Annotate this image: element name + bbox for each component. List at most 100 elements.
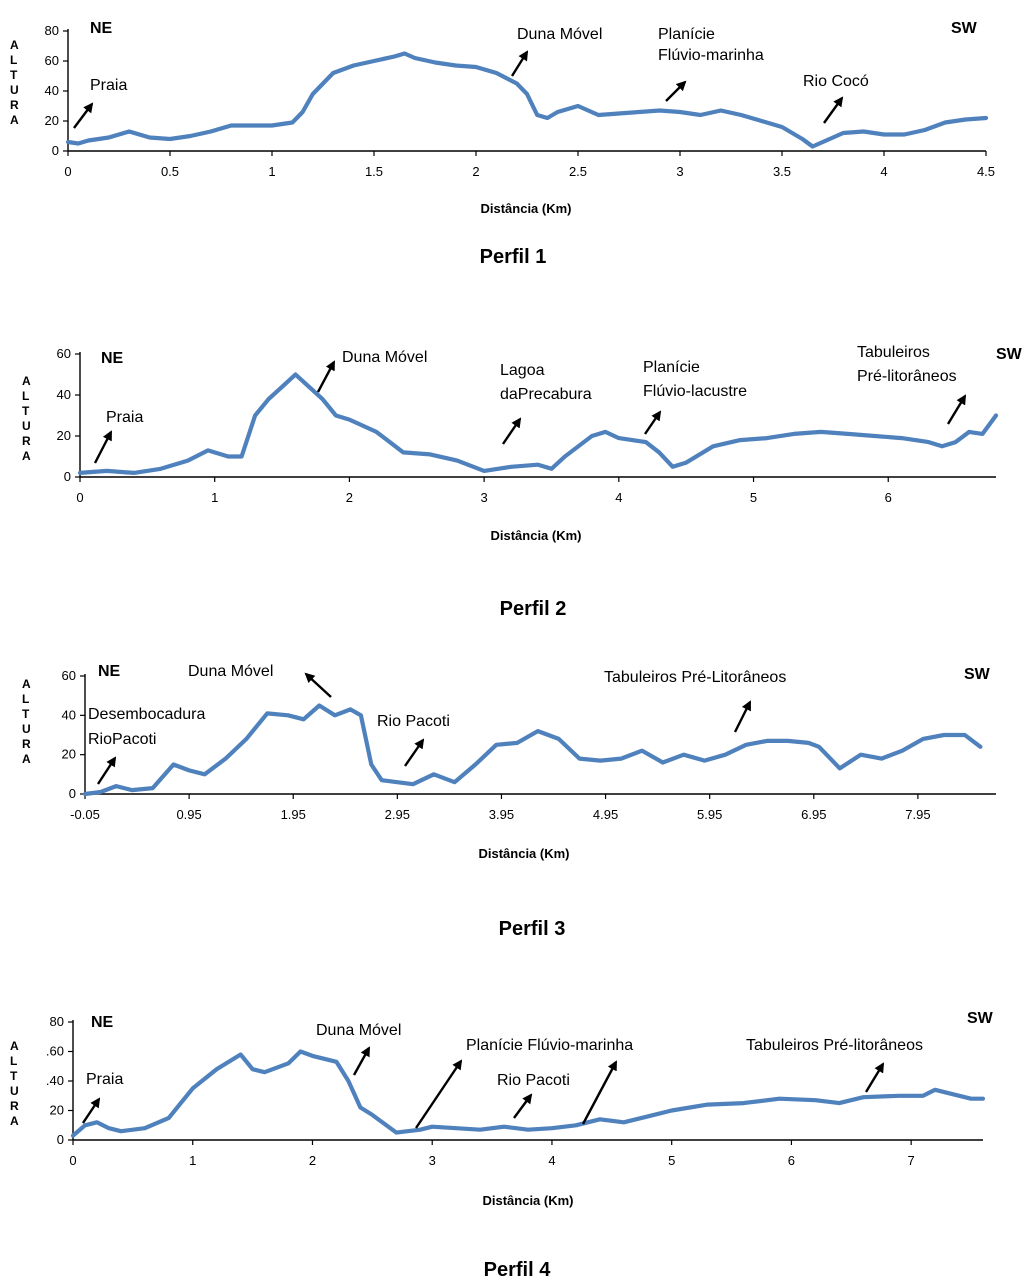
annotation-arrow bbox=[82, 1097, 101, 1124]
y-axis-title-letter: U bbox=[22, 722, 31, 736]
y-axis-title-letter: R bbox=[22, 434, 31, 448]
x-tick-label: 6 bbox=[788, 1153, 795, 1168]
annotation-arrow bbox=[823, 96, 844, 124]
x-tick-label: 1 bbox=[268, 164, 275, 179]
direction-left-label: NE bbox=[98, 663, 121, 680]
annotation-rio-coco: Rio Cocó bbox=[803, 73, 869, 90]
annotation-arrow bbox=[404, 738, 425, 767]
annotation-line-2: RioPacoti bbox=[88, 731, 156, 748]
annotation-duna-movel: Duna Móvel bbox=[342, 349, 427, 366]
y-tick-label: 0 bbox=[52, 143, 59, 158]
y-axis-title: A L T U R A bbox=[22, 374, 31, 463]
annotation-line-2: daPrecabura bbox=[500, 386, 592, 403]
chart-perfil-4: A L T U R A 0 20 .40 .60 80 0 1 2 3 4 5 6 7 NE SW D… bbox=[10, 1010, 994, 1281]
y-axis-title-letter: A bbox=[10, 1114, 19, 1128]
x-ticks: 0 1 2 3 4 5 6 bbox=[76, 477, 892, 505]
annotation-line-2: Flúvio-lacustre bbox=[643, 383, 747, 400]
annotation-arrow bbox=[581, 1060, 618, 1125]
annotation-arrow bbox=[513, 1093, 533, 1119]
y-axis-title-letter: A bbox=[10, 1039, 19, 1053]
x-ticks: 0 0.5 1 1.5 2 2.5 3 3.5 4 4.5 bbox=[64, 151, 995, 179]
annotation-line-2: Pré-litorâneos bbox=[857, 368, 957, 385]
x-tick-label: 4.5 bbox=[977, 164, 995, 179]
annotation-tabuleiros-pre-litoraneos: Tabuleiros Pré-litorâneos bbox=[746, 1037, 923, 1054]
y-axis-title-letter: L bbox=[22, 692, 29, 706]
y-tick-label: 60 bbox=[62, 668, 76, 683]
elevation-line bbox=[70, 1049, 986, 1138]
annotation-lagoa-da-precabura: Lagoa daPrecabura bbox=[500, 362, 592, 403]
annotation-rio-pacoti: Rio Pacoti bbox=[497, 1072, 570, 1089]
y-axis-title-letter: L bbox=[10, 53, 17, 67]
y-axis-title-letter: A bbox=[22, 677, 31, 691]
y-tick-label: .40 bbox=[46, 1073, 64, 1088]
x-tick-label: 0 bbox=[76, 490, 83, 505]
elevation-line bbox=[82, 703, 983, 797]
annotation-arrow bbox=[502, 417, 522, 445]
x-tick-label: -0.05 bbox=[70, 807, 100, 822]
x-tick-label: 6 bbox=[885, 490, 892, 505]
annotation-line-1: Planície bbox=[643, 359, 700, 376]
x-tick-label: 2 bbox=[472, 164, 479, 179]
y-axis-title-letter: T bbox=[22, 707, 30, 721]
x-tick-label: 0 bbox=[64, 164, 71, 179]
x-tick-label: 6.95 bbox=[801, 807, 826, 822]
y-tick-label: 0 bbox=[69, 786, 76, 801]
annotation-planicie-fluvio-lacustre: Planície Flúvio-lacustre bbox=[643, 359, 747, 400]
annotation-arrow bbox=[733, 700, 752, 733]
direction-left-label: NE bbox=[91, 1014, 114, 1031]
y-axis-title-letter: A bbox=[22, 752, 31, 766]
y-axis-title: A L T U R A bbox=[22, 677, 31, 766]
x-tick-label: 5 bbox=[750, 490, 757, 505]
annotation-line-1: Lagoa bbox=[500, 362, 545, 379]
y-tick-label: 0 bbox=[57, 1132, 64, 1147]
x-tick-label: 3.5 bbox=[773, 164, 791, 179]
y-tick-label: 20 bbox=[50, 1103, 64, 1118]
y-tick-label: 40 bbox=[62, 707, 76, 722]
x-tick-label: 3 bbox=[429, 1153, 436, 1168]
chart-perfil-1: A L T U R A 0 20 40 60 80 0 0.5 1 1.5 2 2.5 3 3.5 4 4… bbox=[10, 20, 995, 268]
y-tick-label: .60 bbox=[46, 1044, 64, 1059]
direction-right-label: SW bbox=[967, 1010, 994, 1027]
y-tick-label: 0 bbox=[64, 469, 71, 484]
x-tick-label: 1.5 bbox=[365, 164, 383, 179]
y-axis-title-letter: T bbox=[22, 404, 30, 418]
annotation-line-2: Flúvio-marinha bbox=[658, 47, 764, 64]
y-axis-title-letter: A bbox=[22, 449, 31, 463]
annotation-arrow bbox=[96, 756, 117, 785]
y-axis-title-letter: R bbox=[10, 1099, 19, 1113]
annotation-arrow bbox=[864, 1062, 885, 1093]
y-ticks: 0 20 40 60 bbox=[57, 346, 80, 484]
annotation-tabuleiros-pre-litoraneos: Tabuleiros Pré-Litorâneos bbox=[604, 669, 786, 686]
annotation-line-1: Desembocadura bbox=[88, 706, 206, 723]
x-tick-label: 4 bbox=[615, 490, 622, 505]
annotation-arrow bbox=[352, 1046, 371, 1076]
y-ticks: 0 20 40 60 bbox=[62, 668, 85, 801]
x-tick-label: 2.95 bbox=[385, 807, 410, 822]
direction-right-label: SW bbox=[964, 666, 991, 683]
annotation-planicie-fluvio-marinha: Planície Flúvio-marinha bbox=[658, 26, 764, 64]
direction-left-label: NE bbox=[90, 20, 113, 37]
annotation-arrow bbox=[73, 102, 94, 129]
annotation-line-1: Tabuleiros bbox=[857, 344, 930, 361]
x-tick-label: 2 bbox=[346, 490, 353, 505]
x-tick-label: 3 bbox=[676, 164, 683, 179]
y-axis-title-letter: L bbox=[22, 389, 29, 403]
annotation-praia: Praia bbox=[86, 1071, 123, 1088]
x-tick-label: 1 bbox=[211, 490, 218, 505]
y-axis-title-letter: A bbox=[22, 374, 31, 388]
x-tick-label: 2.5 bbox=[569, 164, 587, 179]
direction-right-label: SW bbox=[951, 20, 978, 37]
y-tick-label: 80 bbox=[45, 23, 59, 38]
direction-right-label: SW bbox=[996, 346, 1023, 363]
y-axis-title-letter: R bbox=[10, 98, 19, 112]
y-ticks: 0 20 .40 .60 80 bbox=[46, 1014, 73, 1147]
elevation-line bbox=[77, 372, 999, 475]
annotation-praia: Praia bbox=[106, 409, 143, 426]
annotation-line-1: Planície bbox=[658, 26, 715, 43]
y-tick-label: 20 bbox=[45, 113, 59, 128]
y-tick-label: 40 bbox=[45, 83, 59, 98]
annotation-arrow bbox=[316, 360, 336, 393]
y-axis-title-letter: U bbox=[10, 1084, 19, 1098]
annotation-arrow bbox=[946, 394, 967, 425]
